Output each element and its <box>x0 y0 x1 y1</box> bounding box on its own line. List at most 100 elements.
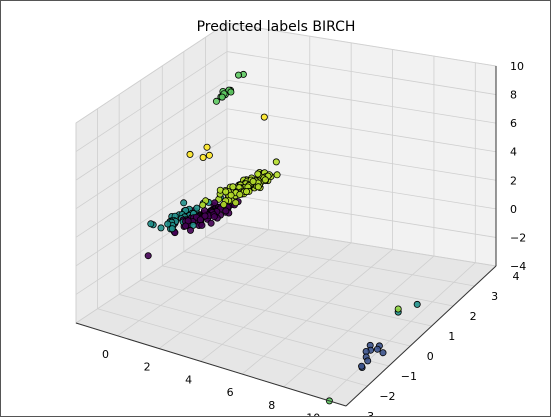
grid-line-z <box>226 22 497 67</box>
grid-line-z <box>226 222 497 267</box>
cluster-2-point <box>168 225 176 233</box>
z-tick-label: 10 <box>510 60 524 73</box>
grid-line-x <box>283 255 435 388</box>
axis-lines <box>75 66 497 407</box>
grid-line-z <box>226 194 497 238</box>
grid-lines <box>75 22 497 407</box>
y-tick-label: −2 <box>379 390 395 403</box>
grid-line-z <box>75 136 228 238</box>
grid-line-y <box>205 236 475 287</box>
cluster-2-point <box>147 220 155 228</box>
x-tick-label: 4 <box>185 373 192 386</box>
grid-line-z <box>226 51 497 95</box>
cluster-4-point <box>273 171 281 179</box>
cluster-0-point <box>201 212 209 220</box>
grid-line-x <box>200 242 352 362</box>
cluster-2-point <box>164 220 172 228</box>
grid-line-z <box>75 79 228 181</box>
x-tick-label: 6 <box>227 386 234 399</box>
z-tick-label: 8 <box>510 89 517 102</box>
grid-line-x <box>241 249 393 375</box>
grid-line-y <box>162 265 432 327</box>
outlier-point <box>260 113 268 121</box>
cluster-0-point <box>222 207 230 215</box>
cluster-5-point <box>203 143 211 151</box>
z-tick-label: 6 <box>510 117 517 130</box>
cluster-5-point <box>186 150 194 158</box>
cluster-4-point <box>199 201 207 209</box>
grid-line-y <box>183 251 454 307</box>
cluster-0-point <box>196 216 204 224</box>
grid-line-z <box>75 51 228 152</box>
y-tick-label: 4 <box>513 270 520 283</box>
y-tick-label: −1 <box>401 370 417 383</box>
grid-line-z <box>75 222 228 324</box>
cluster-4-point <box>229 183 237 191</box>
cluster-2-point <box>193 204 201 212</box>
grid-line-z <box>226 79 497 124</box>
cluster-2-point <box>157 224 165 232</box>
grid-line-x <box>324 262 476 400</box>
y-tick-label: 3 <box>491 290 498 303</box>
grid-line-z <box>226 108 497 153</box>
x-tick-label: 0 <box>102 348 109 361</box>
grid-line-z <box>226 136 497 181</box>
cluster-4-point <box>220 201 228 209</box>
y-tick-label: −3 <box>358 410 374 416</box>
grid-line-y <box>97 308 368 387</box>
x-tick-label: 2 <box>144 361 151 374</box>
chart-title: Predicted labels BIRCH <box>197 19 356 35</box>
cluster-4-point <box>236 190 244 198</box>
cluster-1-point <box>373 345 381 353</box>
x-tick-label: 10 <box>306 412 320 416</box>
cluster-5-point <box>199 153 207 161</box>
outlier-point <box>413 300 421 308</box>
outlier-point <box>394 305 402 313</box>
x-tick-label: 8 <box>268 399 275 412</box>
cluster-4-point <box>222 188 230 196</box>
z-tick-label: 0 <box>510 203 517 216</box>
data-points <box>144 70 421 405</box>
cluster-1-point <box>364 357 372 365</box>
grid-line-x <box>158 235 311 349</box>
cluster-4-point <box>272 158 280 166</box>
cluster-1-point <box>358 362 366 370</box>
y-axis-line <box>345 265 497 407</box>
x-axis-line <box>75 322 347 407</box>
grid-line-y <box>140 279 411 347</box>
cluster-0-point <box>186 226 194 234</box>
cluster-4-point <box>242 188 250 196</box>
cluster-2-point <box>180 199 188 207</box>
y-tick-label: 0 <box>427 350 434 363</box>
cluster-5-point <box>205 151 213 159</box>
cluster-4-point <box>232 199 240 207</box>
cluster-1-point <box>379 349 387 357</box>
cluster-4-point <box>227 191 235 199</box>
cluster-4-point <box>261 176 269 184</box>
grid-line-z <box>75 22 228 124</box>
axes-panes <box>74 22 498 407</box>
grid-line-x <box>117 229 269 337</box>
grid-line-y <box>119 294 389 367</box>
grid-line-z <box>75 108 228 210</box>
cluster-0-point <box>198 221 206 229</box>
grid-line-z <box>75 165 228 267</box>
cluster-0-point <box>182 222 190 230</box>
outlier-point <box>144 252 152 260</box>
cluster-3-point <box>212 97 220 105</box>
cluster-3-point <box>234 71 242 79</box>
cluster-4-point <box>249 177 257 185</box>
cluster-4-point <box>254 170 262 178</box>
z-tick-label: 2 <box>510 174 517 187</box>
cluster-3-point <box>227 88 235 96</box>
cluster-0-point <box>207 219 215 227</box>
z-tick-label: −2 <box>510 231 526 244</box>
z-tick-label: 4 <box>510 146 517 159</box>
cluster-3-point <box>218 93 226 101</box>
cluster-4-point <box>254 183 262 191</box>
y-tick-label: 1 <box>448 330 455 343</box>
cluster-0-point <box>210 213 218 221</box>
